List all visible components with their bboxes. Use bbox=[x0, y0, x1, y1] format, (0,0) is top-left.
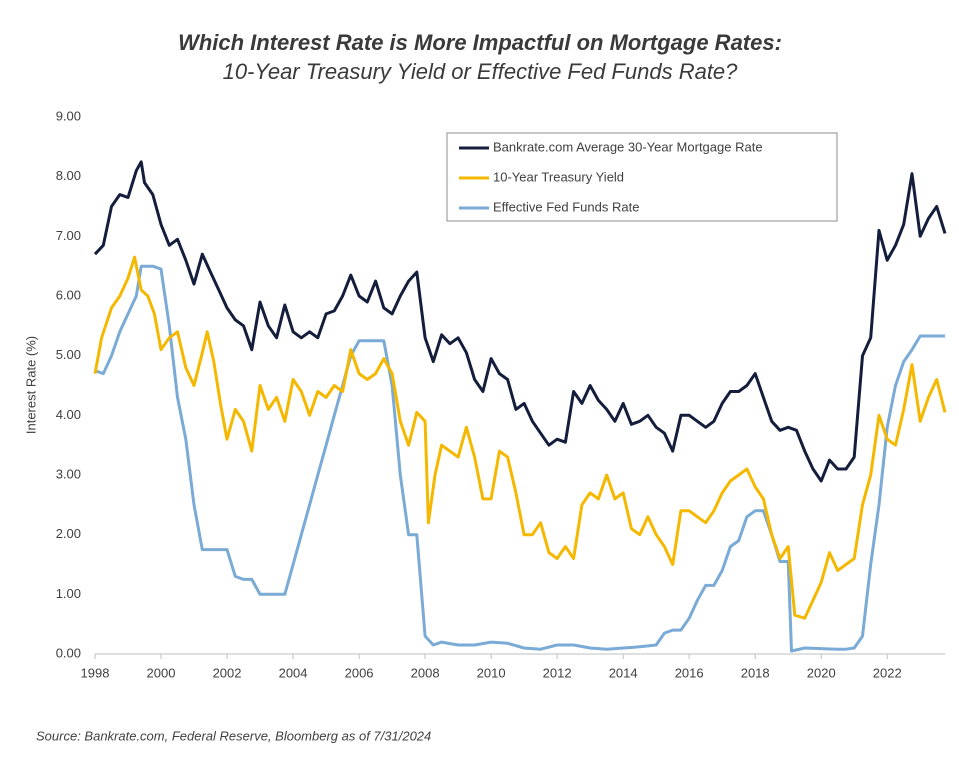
legend-box bbox=[446, 132, 838, 222]
x-tick-label: 2016 bbox=[675, 665, 704, 680]
chart-subtitle: 10-Year Treasury Yield or Effective Fed … bbox=[223, 59, 739, 84]
x-tick-label: 2008 bbox=[411, 665, 440, 680]
series-line bbox=[93, 255, 947, 620]
legend-label: Bankrate.com Average 30-Year Mortgage Ra… bbox=[493, 139, 763, 154]
y-tick-label: 2.00 bbox=[56, 526, 81, 541]
y-tick-label: 7.00 bbox=[56, 228, 81, 243]
x-tick-label: 2018 bbox=[741, 665, 770, 680]
y-axis-label: Interest Rate (%) bbox=[23, 336, 38, 434]
series-line bbox=[93, 160, 947, 483]
x-tick-label: 2002 bbox=[213, 665, 242, 680]
x-tick-label: 2022 bbox=[873, 665, 902, 680]
x-tick-label: 1998 bbox=[81, 665, 110, 680]
y-tick-label: 4.00 bbox=[56, 407, 81, 422]
y-tick-label: 3.00 bbox=[56, 466, 81, 481]
source-note: Source: Bankrate.com, Federal Reserve, B… bbox=[36, 728, 431, 743]
series-line bbox=[94, 264, 945, 653]
x-tick-label: 2006 bbox=[345, 665, 374, 680]
y-tick-label: 9.00 bbox=[56, 108, 81, 123]
y-tick-label: 5.00 bbox=[56, 347, 81, 362]
y-tick-label: 0.00 bbox=[56, 645, 81, 660]
legend-label: Effective Fed Funds Rate bbox=[493, 199, 639, 214]
x-tick-label: 2000 bbox=[147, 665, 176, 680]
y-tick-label: 6.00 bbox=[56, 287, 81, 302]
x-tick-label: 2014 bbox=[609, 665, 638, 680]
x-tick-label: 2004 bbox=[279, 665, 308, 680]
legend-label: 10-Year Treasury Yield bbox=[493, 169, 624, 184]
x-tick-label: 2012 bbox=[543, 665, 572, 680]
x-tick-label: 2020 bbox=[807, 665, 836, 680]
chart-title: Which Interest Rate is More Impactful on… bbox=[178, 30, 782, 55]
x-tick-label: 2010 bbox=[477, 665, 506, 680]
y-tick-label: 1.00 bbox=[56, 586, 81, 601]
y-tick-label: 8.00 bbox=[56, 168, 81, 183]
